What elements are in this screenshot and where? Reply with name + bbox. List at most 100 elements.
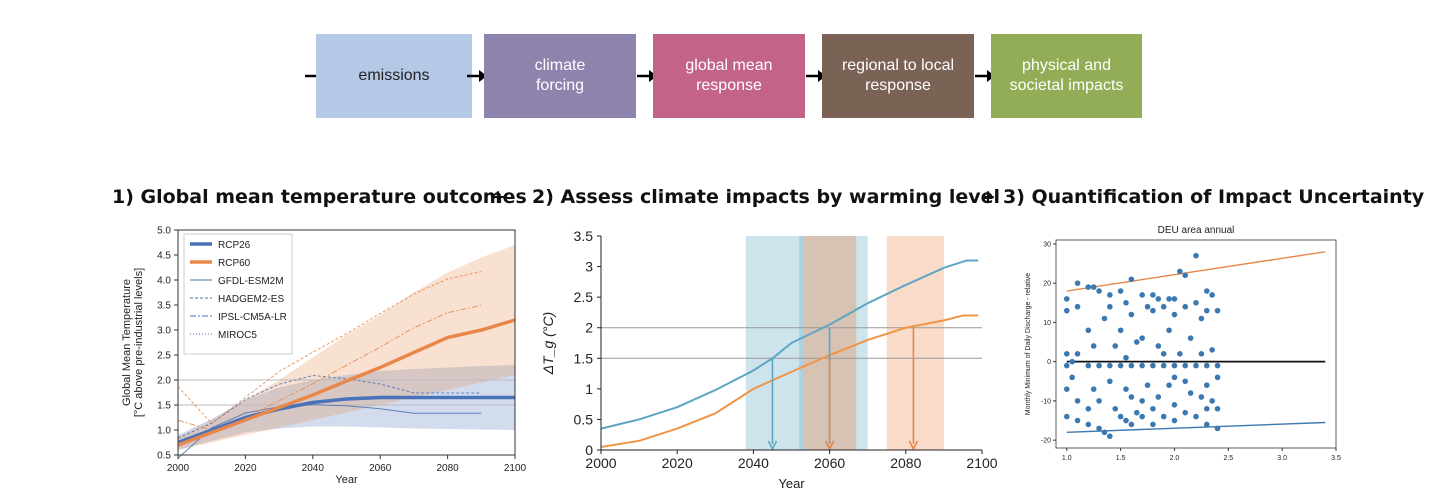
scatter-point (1155, 343, 1162, 349)
x-tick-label: 2100 (504, 463, 527, 474)
scatter-point (1107, 292, 1113, 298)
scatter-point (1096, 288, 1102, 294)
y-tick-label: 3.5 (157, 301, 171, 312)
scatter-point (1123, 299, 1129, 306)
x-tick-label: 2.0 (1170, 455, 1180, 462)
scatter-point (1150, 292, 1156, 298)
scatter-point (1198, 315, 1205, 322)
scatter-point (1085, 327, 1092, 334)
y-tick-label: 4.0 (157, 276, 171, 287)
scatter-point (1203, 307, 1210, 314)
scatter-point (1107, 362, 1113, 369)
scatter-point (1117, 362, 1124, 369)
series-line-rcp26 (177, 395, 515, 445)
scatter-point (1171, 417, 1178, 424)
x-tick-label: 2000 (585, 455, 616, 471)
scatter-point (1096, 398, 1102, 404)
scatter-point (1074, 351, 1081, 357)
scatter-point (1096, 362, 1102, 369)
scatter-point (1144, 303, 1151, 310)
x-tick-label: 2.5 (1223, 455, 1233, 462)
series-line (600, 314, 979, 448)
y-tick-label: -10 (1041, 398, 1051, 405)
y-tick-label: 2.5 (157, 351, 171, 362)
y-tick-label: -20 (1041, 438, 1051, 445)
scatter-point (1209, 398, 1215, 404)
series-line (600, 259, 979, 430)
legend-label: GFDL-ESM2M (218, 276, 284, 287)
x-tick-label: 2020 (234, 463, 257, 474)
global-mean-temperature-chart: 2000 2020 2040 2060 2080 2100 0.5 1.0 1.5 2.0 2.5 3… (121, 226, 527, 487)
legend-label: HADGEM2-ES (218, 294, 284, 305)
y-tick-label: 1.5 (574, 350, 594, 366)
scatter-point (1085, 362, 1092, 369)
flow-step-impacts: physical and societal impacts (991, 34, 1142, 118)
scatter-point (1155, 296, 1162, 302)
scatter-point (1128, 362, 1135, 369)
scatter-point (1128, 421, 1135, 428)
scatter-point (1198, 351, 1205, 357)
scatter-point (1128, 394, 1135, 400)
scatter-point (1069, 374, 1075, 381)
scatter-point (1085, 284, 1092, 290)
model-run-line (177, 374, 482, 439)
scatter-point (1139, 292, 1145, 298)
scatter-point (1063, 386, 1070, 392)
plot-frame (177, 229, 516, 456)
scatter-point (1074, 398, 1081, 404)
y-tick-label: 2.5 (574, 289, 594, 305)
scatter-point (1090, 386, 1097, 392)
scatter-point (1166, 327, 1172, 334)
scatter-point (1182, 409, 1189, 416)
x-axis-label: Year (335, 474, 358, 486)
uncertainty-band (178, 245, 515, 450)
x-tick-label: 3.5 (1331, 455, 1341, 462)
y-axis-label-line: [°C above pre-industrial levels] (133, 268, 145, 417)
scatter-point (1117, 327, 1124, 334)
scatter-point (1182, 362, 1189, 369)
y-axis-label: Global Mean Temperature[°C above pre-ind… (121, 268, 145, 417)
plus-sign: + (490, 186, 506, 208)
scatter-point (1171, 362, 1178, 369)
scatter-point (1150, 362, 1156, 369)
x-tick-label: 2040 (302, 463, 325, 474)
scatter-point (1090, 284, 1097, 290)
x-tick-label: 3.0 (1277, 455, 1287, 462)
warming-level-window (799, 236, 868, 450)
scatter-point (1171, 311, 1178, 318)
y-tick-label: 0.5 (574, 411, 594, 427)
scatter-point (1101, 429, 1108, 436)
y-tick-label: 2 (585, 320, 593, 336)
scatter-point (1112, 343, 1119, 349)
scatter-point (1063, 413, 1070, 420)
scatter-point (1139, 398, 1145, 404)
y-tick-label: 3.0 (157, 326, 171, 337)
scatter-point (1063, 307, 1070, 314)
scatter-point (1171, 402, 1178, 408)
scatter-point (1074, 417, 1081, 424)
x-tick-label: 2040 (738, 455, 769, 471)
scatter-point (1063, 351, 1070, 357)
x-tick-label: 2020 (662, 455, 693, 471)
y-tick-label: 0 (585, 442, 593, 458)
y-tick-label: 2.0 (157, 376, 171, 387)
scatter-point (1063, 362, 1070, 369)
scatter-point (1177, 268, 1183, 275)
arrow-head-icon (767, 440, 778, 451)
scatter-point (1203, 405, 1210, 412)
plus-sign: + (980, 186, 996, 208)
scatter-point (1150, 405, 1156, 412)
scatter-point (1214, 374, 1221, 381)
flow-step-regional-response: regional to local response (822, 34, 974, 118)
chart-title: DEU area annual (1158, 225, 1235, 236)
impact-uncertainty-chart: DEU area annual 1.0 1.5 2.0 2.5 3.0 3.5 -20 -10 0… (1025, 225, 1341, 462)
y-tick-label: 4.5 (157, 251, 171, 262)
scatter-point (1107, 433, 1113, 440)
scatter-point (1123, 386, 1129, 392)
x-tick-label: 1.0 (1062, 455, 1072, 462)
scatter-point (1160, 413, 1167, 420)
heading-impact-uncertainty: 3) Quantification of Impact Uncertainty (1003, 186, 1425, 208)
scatter-point (1203, 362, 1210, 369)
scatter-point (1117, 288, 1124, 294)
x-tick-label: 2060 (814, 455, 845, 471)
